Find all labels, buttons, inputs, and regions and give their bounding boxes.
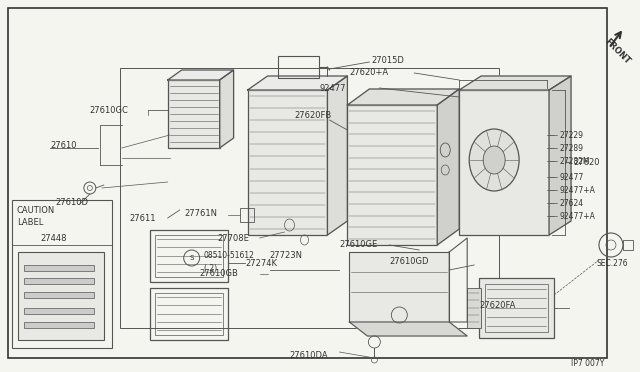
Text: 92477+A: 92477+A (559, 186, 595, 195)
Text: 27274K: 27274K (246, 259, 278, 267)
Text: 27620FB: 27620FB (294, 110, 332, 119)
Text: SEC.276: SEC.276 (597, 260, 628, 269)
Text: 27610: 27610 (50, 141, 76, 150)
Bar (467, 288, 481, 328)
Bar (485, 284, 548, 332)
Polygon shape (549, 76, 571, 235)
Bar (479, 278, 554, 338)
Polygon shape (349, 322, 467, 336)
Text: 27610GB: 27610GB (200, 269, 239, 279)
Bar (168, 80, 220, 148)
Text: 92477: 92477 (559, 173, 583, 182)
Text: 27282M: 27282M (559, 157, 589, 166)
Bar (460, 90, 549, 235)
Bar (348, 105, 437, 245)
Bar (155, 293, 223, 335)
Ellipse shape (483, 146, 505, 174)
Text: LABEL: LABEL (17, 218, 44, 227)
Text: 27761N: 27761N (185, 208, 218, 218)
Bar (24, 292, 94, 298)
Bar (120, 68, 499, 328)
Text: ( 2): ( 2) (204, 263, 217, 273)
Text: 27289: 27289 (559, 144, 583, 153)
Text: 27610GC: 27610GC (90, 106, 129, 115)
Text: 27620FA: 27620FA (479, 301, 516, 311)
Text: 27723N: 27723N (269, 250, 303, 260)
Text: 27624: 27624 (559, 199, 583, 208)
Text: 27620: 27620 (573, 157, 600, 167)
Bar (155, 235, 223, 277)
Bar (150, 288, 228, 340)
Polygon shape (328, 76, 348, 235)
Text: 27610D: 27610D (55, 198, 88, 206)
Bar (24, 322, 94, 328)
Bar (12, 200, 112, 348)
Bar (349, 252, 449, 322)
Text: CAUTION: CAUTION (17, 205, 55, 215)
Text: 27015D: 27015D (371, 55, 404, 64)
Text: 92477: 92477 (319, 83, 346, 93)
Bar (248, 90, 328, 235)
Bar (24, 278, 94, 284)
Polygon shape (348, 89, 460, 105)
Text: IP7 007Y: IP7 007Y (571, 359, 604, 368)
Text: 27708E: 27708E (218, 234, 250, 243)
Text: 27229: 27229 (559, 131, 583, 140)
Text: 27610GE: 27610GE (339, 240, 378, 248)
Text: FRONT: FRONT (603, 38, 632, 67)
Polygon shape (248, 76, 348, 90)
Bar (150, 230, 228, 282)
Text: 92477+A: 92477+A (559, 212, 595, 221)
Bar (278, 56, 319, 78)
Bar (18, 252, 104, 340)
Polygon shape (460, 76, 571, 90)
Text: 27611: 27611 (130, 214, 156, 222)
Polygon shape (168, 70, 234, 80)
Bar (24, 308, 94, 314)
Text: S: S (189, 255, 194, 261)
Ellipse shape (469, 129, 519, 191)
Polygon shape (220, 70, 234, 148)
Polygon shape (437, 89, 460, 245)
Bar (623, 240, 633, 250)
Bar (239, 208, 253, 222)
Text: 27620+A: 27620+A (349, 67, 388, 77)
Text: 08510-51612: 08510-51612 (204, 250, 255, 260)
Text: 27610GD: 27610GD (389, 257, 429, 266)
Bar (24, 265, 94, 271)
Text: 27448: 27448 (40, 234, 67, 243)
Text: 27610DA: 27610DA (289, 350, 328, 359)
